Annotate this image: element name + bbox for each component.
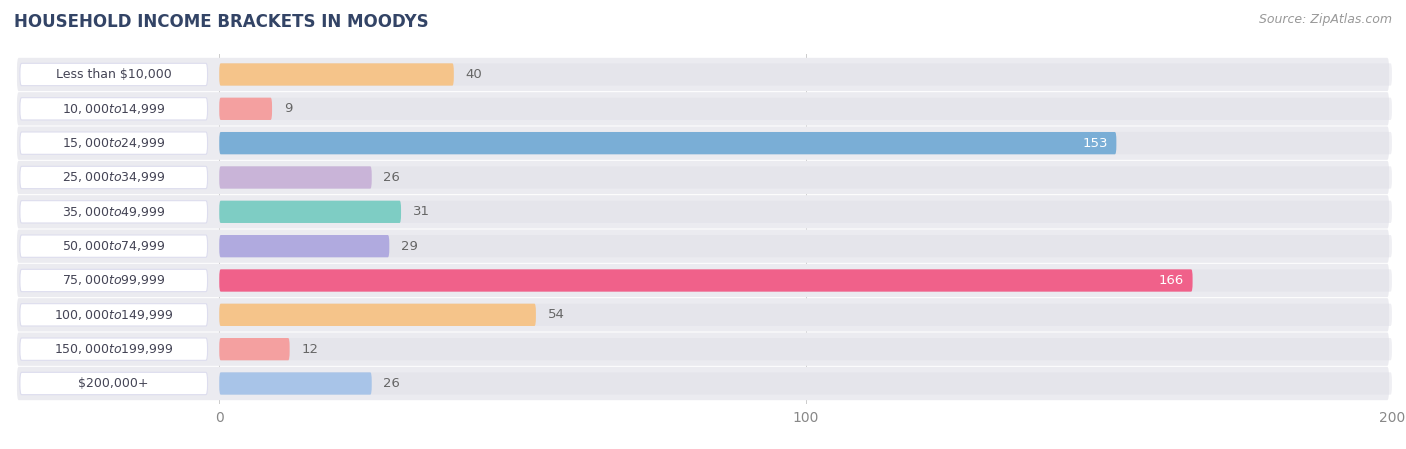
FancyBboxPatch shape — [20, 304, 208, 326]
Text: $10,000 to $14,999: $10,000 to $14,999 — [62, 102, 166, 116]
FancyBboxPatch shape — [219, 201, 401, 223]
Text: 40: 40 — [465, 68, 482, 81]
FancyBboxPatch shape — [219, 338, 1392, 360]
FancyBboxPatch shape — [219, 166, 371, 189]
Text: $25,000 to $34,999: $25,000 to $34,999 — [62, 171, 166, 185]
FancyBboxPatch shape — [219, 63, 454, 86]
Text: 26: 26 — [384, 171, 401, 184]
Text: 9: 9 — [284, 102, 292, 115]
FancyBboxPatch shape — [219, 269, 1392, 292]
Text: $50,000 to $74,999: $50,000 to $74,999 — [62, 239, 166, 253]
FancyBboxPatch shape — [219, 97, 271, 120]
Text: 29: 29 — [401, 240, 418, 253]
FancyBboxPatch shape — [219, 372, 371, 395]
FancyBboxPatch shape — [17, 333, 1389, 366]
FancyBboxPatch shape — [20, 97, 208, 120]
FancyBboxPatch shape — [219, 235, 1392, 257]
FancyBboxPatch shape — [20, 63, 208, 86]
FancyBboxPatch shape — [17, 161, 1389, 194]
FancyBboxPatch shape — [17, 127, 1389, 160]
Text: Source: ZipAtlas.com: Source: ZipAtlas.com — [1258, 13, 1392, 26]
Text: 12: 12 — [301, 343, 318, 356]
FancyBboxPatch shape — [219, 63, 1392, 86]
FancyBboxPatch shape — [17, 195, 1389, 229]
FancyBboxPatch shape — [20, 235, 208, 257]
FancyBboxPatch shape — [219, 235, 389, 257]
Text: HOUSEHOLD INCOME BRACKETS IN MOODYS: HOUSEHOLD INCOME BRACKETS IN MOODYS — [14, 13, 429, 31]
Text: 153: 153 — [1083, 136, 1108, 150]
FancyBboxPatch shape — [219, 269, 1192, 292]
FancyBboxPatch shape — [219, 132, 1392, 154]
FancyBboxPatch shape — [17, 367, 1389, 400]
Text: Less than $10,000: Less than $10,000 — [56, 68, 172, 81]
FancyBboxPatch shape — [219, 338, 290, 360]
Text: $100,000 to $149,999: $100,000 to $149,999 — [53, 308, 173, 322]
FancyBboxPatch shape — [17, 264, 1389, 297]
FancyBboxPatch shape — [20, 132, 208, 154]
FancyBboxPatch shape — [20, 166, 208, 189]
Text: $35,000 to $49,999: $35,000 to $49,999 — [62, 205, 166, 219]
FancyBboxPatch shape — [17, 229, 1389, 263]
Text: $200,000+: $200,000+ — [79, 377, 149, 390]
FancyBboxPatch shape — [219, 132, 1116, 154]
FancyBboxPatch shape — [219, 304, 1392, 326]
FancyBboxPatch shape — [20, 338, 208, 360]
FancyBboxPatch shape — [219, 372, 1392, 395]
FancyBboxPatch shape — [219, 166, 1392, 189]
Text: 54: 54 — [547, 308, 564, 321]
FancyBboxPatch shape — [219, 304, 536, 326]
FancyBboxPatch shape — [17, 92, 1389, 125]
FancyBboxPatch shape — [17, 298, 1389, 331]
FancyBboxPatch shape — [20, 269, 208, 292]
Text: $15,000 to $24,999: $15,000 to $24,999 — [62, 136, 166, 150]
Text: $75,000 to $99,999: $75,000 to $99,999 — [62, 273, 166, 287]
Text: 166: 166 — [1159, 274, 1184, 287]
FancyBboxPatch shape — [219, 97, 1392, 120]
Text: $150,000 to $199,999: $150,000 to $199,999 — [53, 342, 173, 356]
FancyBboxPatch shape — [219, 201, 1392, 223]
FancyBboxPatch shape — [17, 58, 1389, 91]
Text: 31: 31 — [413, 205, 430, 218]
FancyBboxPatch shape — [20, 201, 208, 223]
FancyBboxPatch shape — [20, 372, 208, 395]
Text: 26: 26 — [384, 377, 401, 390]
